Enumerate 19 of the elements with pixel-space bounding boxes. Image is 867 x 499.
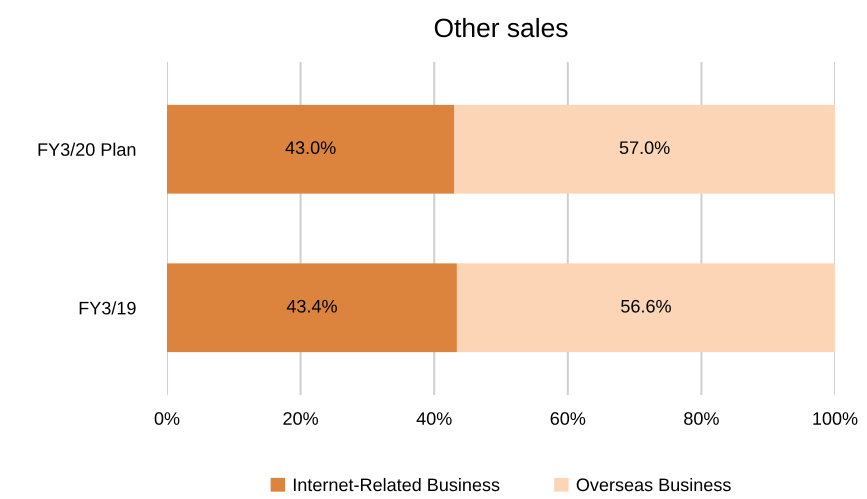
x-tick-label: 0% xyxy=(154,412,180,425)
bar xyxy=(454,104,835,194)
x-tick-label: 100% xyxy=(813,412,858,425)
data-label: 43.4% xyxy=(286,300,337,313)
legend-label: Overseas Business xyxy=(576,478,731,492)
legend-label: Internet-Related Business xyxy=(294,478,500,492)
bar xyxy=(167,104,454,194)
chart-title: Other sales xyxy=(434,18,568,38)
y-tick-label: FY3/20 Plan xyxy=(38,142,136,156)
x-tick-label: 80% xyxy=(684,412,719,425)
data-label: 56.6% xyxy=(621,300,671,313)
x-tick-label: 60% xyxy=(550,412,586,425)
x-tick-label: 20% xyxy=(283,412,318,425)
data-label: 57.0% xyxy=(620,141,670,154)
bar xyxy=(167,263,457,352)
data-label: 43.0% xyxy=(285,141,336,154)
y-tick-label: FY3/19 xyxy=(80,301,136,315)
x-tick-label: 40% xyxy=(416,412,452,425)
bar xyxy=(456,263,835,352)
